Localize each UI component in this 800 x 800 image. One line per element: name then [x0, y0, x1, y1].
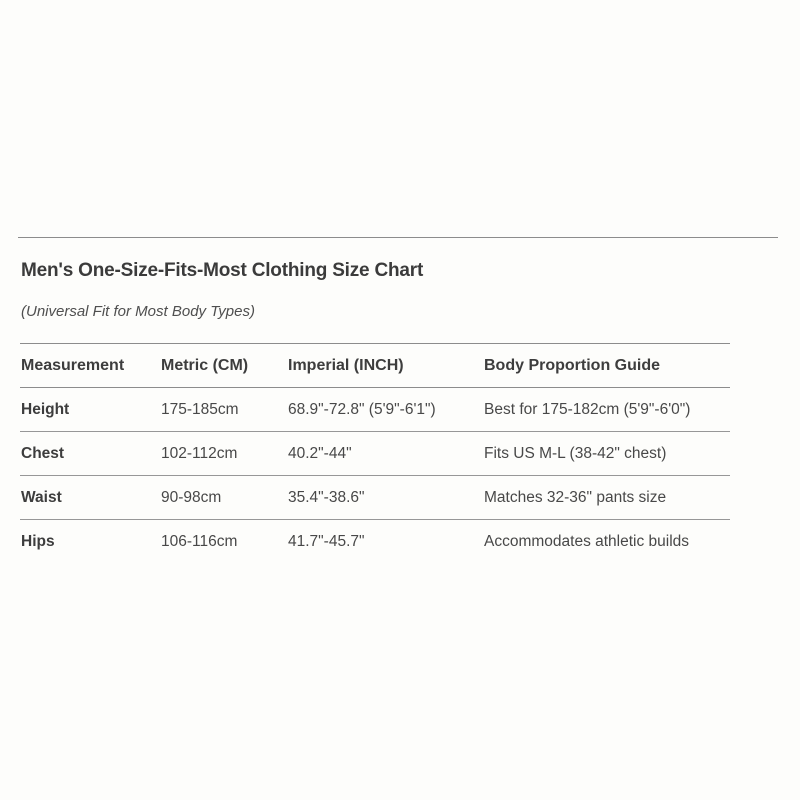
guide-value: Matches 32-36" pants size	[484, 488, 667, 506]
imperial-value: 41.7"-45.7"	[288, 532, 365, 550]
guide-value: Fits US M-L (38-42" chest)	[484, 444, 667, 462]
measurement-label: Waist	[21, 488, 62, 506]
page-subtitle: (Universal Fit for Most Body Types)	[21, 303, 255, 320]
table-row-waist: Waist 90-98cm 35.4"-38.6" Matches 32-36"…	[20, 475, 730, 520]
measurement-label: Hips	[21, 532, 55, 550]
metric-value: 102-112cm	[161, 444, 238, 462]
size-chart-table: Measurement Metric (CM) Imperial (INCH) …	[20, 343, 730, 563]
top-divider	[18, 237, 778, 238]
metric-value: 90-98cm	[161, 488, 222, 506]
imperial-value: 68.9"-72.8" (5'9"-6'1")	[288, 400, 436, 418]
table-row-chest: Chest 102-112cm 40.2"-44" Fits US M-L (3…	[20, 431, 730, 476]
table-row-hips: Hips 106-116cm 41.7"-45.7" Accommodates …	[20, 519, 730, 564]
guide-value: Best for 175-182cm (5'9"-6'0")	[484, 400, 691, 418]
imperial-value: 40.2"-44"	[288, 444, 352, 462]
imperial-value: 35.4"-38.6"	[288, 488, 365, 506]
table-row-height: Height 175-185cm 68.9"-72.8" (5'9"-6'1")…	[20, 388, 730, 432]
column-header-measurement: Measurement	[21, 356, 125, 374]
table-header-row: Measurement Metric (CM) Imperial (INCH) …	[20, 344, 730, 388]
measurement-label: Height	[21, 400, 70, 418]
metric-value: 106-116cm	[161, 532, 238, 550]
guide-value: Accommodates athletic builds	[484, 532, 690, 550]
column-header-metric: Metric (CM)	[161, 356, 249, 374]
metric-value: 175-185cm	[161, 400, 239, 418]
page-title: Men's One-Size-Fits-Most Clothing Size C…	[21, 260, 424, 281]
column-header-guide: Body Proportion Guide	[484, 356, 660, 374]
measurement-label: Chest	[21, 444, 65, 462]
column-header-imperial: Imperial (INCH)	[288, 356, 404, 374]
